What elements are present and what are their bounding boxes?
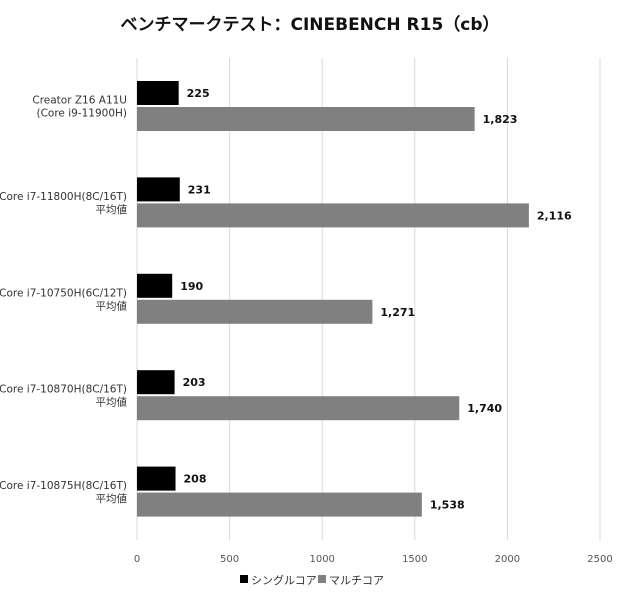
legend-label: シングルコア bbox=[251, 573, 317, 587]
bar-single-core bbox=[137, 273, 173, 298]
bar-multi-core bbox=[137, 203, 529, 228]
data-label: 1,823 bbox=[483, 113, 518, 126]
category-label: 平均値 bbox=[96, 203, 128, 216]
bar-single-core bbox=[137, 466, 176, 491]
x-axis-ticks: 0 500 1000 1500 2000 2500 bbox=[134, 554, 613, 565]
legend: シングルコア マルチコア bbox=[240, 573, 384, 587]
data-label: 1,538 bbox=[430, 499, 465, 512]
gridlines bbox=[136, 58, 601, 540]
chart-title: ベンチマークテスト：CINEBENCH R15（cb） bbox=[120, 14, 499, 35]
legend-swatch bbox=[318, 575, 326, 583]
data-label: 208 bbox=[184, 473, 207, 486]
x-tick-label: 2000 bbox=[495, 554, 520, 565]
category-label: (Core i9-11900H) bbox=[36, 108, 127, 120]
category-label: Core i7-10750H(6C/12T) bbox=[0, 287, 127, 299]
category-label: Core i7-10875H(8C/16T) bbox=[0, 480, 127, 492]
data-label: 225 bbox=[187, 87, 210, 100]
x-tick-label: 0 bbox=[134, 554, 140, 565]
data-label: 1,271 bbox=[380, 306, 415, 319]
x-tick-label: 1500 bbox=[402, 554, 427, 565]
x-tick-label: 2500 bbox=[587, 554, 612, 565]
bar-multi-core bbox=[137, 492, 422, 517]
category-label: 平均値 bbox=[96, 492, 128, 505]
bars bbox=[137, 81, 529, 517]
bar-single-core bbox=[137, 177, 180, 202]
category-label: Core i7-10870H(8C/16T) bbox=[0, 384, 127, 396]
x-tick-label: 500 bbox=[220, 554, 239, 565]
category-label: 平均値 bbox=[96, 396, 128, 409]
data-label: 2,116 bbox=[537, 209, 572, 222]
bar-multi-core bbox=[137, 396, 460, 421]
legend-label: マルチコア bbox=[329, 574, 384, 587]
legend-swatch bbox=[240, 575, 248, 583]
category-label: Creator Z16 A11U bbox=[32, 95, 127, 107]
data-label: 190 bbox=[180, 280, 203, 293]
category-labels: Creator Z16 A11U(Core i9-11900H) Core i7-… bbox=[0, 95, 127, 506]
category-label: 平均値 bbox=[96, 299, 128, 312]
x-tick-label: 1000 bbox=[309, 554, 334, 565]
category-label: Core i7-11800H(8C/16T) bbox=[0, 191, 127, 203]
data-label: 231 bbox=[188, 183, 211, 196]
data-label: 1,740 bbox=[467, 402, 502, 415]
bar-single-core bbox=[137, 370, 175, 395]
data-label: 203 bbox=[183, 376, 206, 389]
bar-single-core bbox=[137, 81, 179, 105]
bar-multi-core bbox=[137, 107, 475, 131]
bar-multi-core bbox=[137, 299, 373, 324]
data-labels: 225 1,823 231 2,116 190 1,271 203 1,740 208 1,538 bbox=[180, 87, 572, 512]
